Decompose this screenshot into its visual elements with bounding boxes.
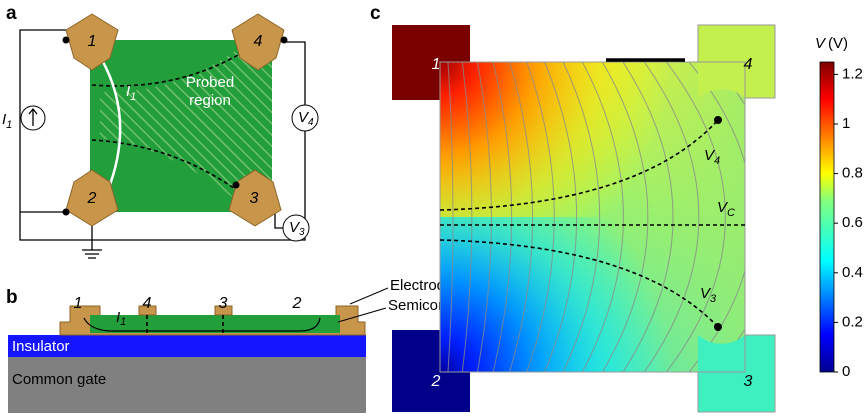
electrode-label: 1 <box>88 33 97 50</box>
potential-map <box>440 62 809 372</box>
panel-label: b <box>6 287 18 308</box>
subscript: 4 <box>308 117 314 128</box>
subscript: C <box>727 207 735 219</box>
symbol: V <box>815 35 827 52</box>
layer-label: Insulator <box>12 338 70 355</box>
region-label: Probed <box>186 74 234 91</box>
colorbar-tick-label: 0.4 <box>842 264 863 281</box>
electrode-label: 2 <box>87 190 97 207</box>
colorbar-tick-label: 1 <box>842 115 850 132</box>
electrode-label: 4 <box>254 33 263 50</box>
probe-point <box>714 116 722 124</box>
panel-label: c <box>370 3 381 24</box>
ground <box>82 250 102 258</box>
equipotential-line <box>737 62 810 372</box>
region-label: region <box>189 92 231 109</box>
panel-label: a <box>6 3 17 24</box>
colorbar-axis: 0 0.2 0.4 0.6 0.8 1 1.2 <box>834 65 863 380</box>
electrode-label: 3 <box>219 295 228 312</box>
contact <box>281 37 288 44</box>
electrode-label: 4 <box>143 295 152 312</box>
electrode-label: 1 <box>74 295 83 312</box>
probe-point <box>714 323 722 331</box>
electrode-label: 4 <box>744 56 753 73</box>
contact <box>63 209 70 216</box>
colorbar-tick-label: 0.8 <box>842 165 863 182</box>
source-label: I1 <box>2 111 12 131</box>
unit: (V) <box>828 35 848 52</box>
contact <box>63 37 70 44</box>
subscript: 1 <box>6 119 12 131</box>
electrode-label: 2 <box>292 295 302 312</box>
colorbar-tick-label: 1.2 <box>842 65 863 82</box>
figure: a 1 2 3 4 I1 I1 Probed region V4 V3 b 1 … <box>0 0 867 416</box>
electrode-label: 1 <box>432 56 441 73</box>
colorbar <box>820 62 834 372</box>
subscript: 1 <box>130 91 136 103</box>
current-label: I1 <box>116 309 126 328</box>
colorbar-tick-label: 0.6 <box>842 214 863 231</box>
subscript: 1 <box>120 316 126 328</box>
colorbar-tick-label: 0.2 <box>842 313 863 330</box>
subscript: 3 <box>710 293 717 305</box>
layer-label: Common gate <box>12 371 106 388</box>
subscript: 4 <box>714 155 720 167</box>
semiconductor-layer <box>90 315 340 333</box>
electrode-label: 3 <box>250 190 259 207</box>
contact <box>233 182 240 189</box>
subscript: 3 <box>299 227 305 238</box>
colorbar-title: V(V) <box>815 35 848 52</box>
colorbar-tick-label: 0 <box>842 363 850 380</box>
electrode-label: 2 <box>431 373 441 390</box>
electrode-label: 3 <box>744 373 753 390</box>
